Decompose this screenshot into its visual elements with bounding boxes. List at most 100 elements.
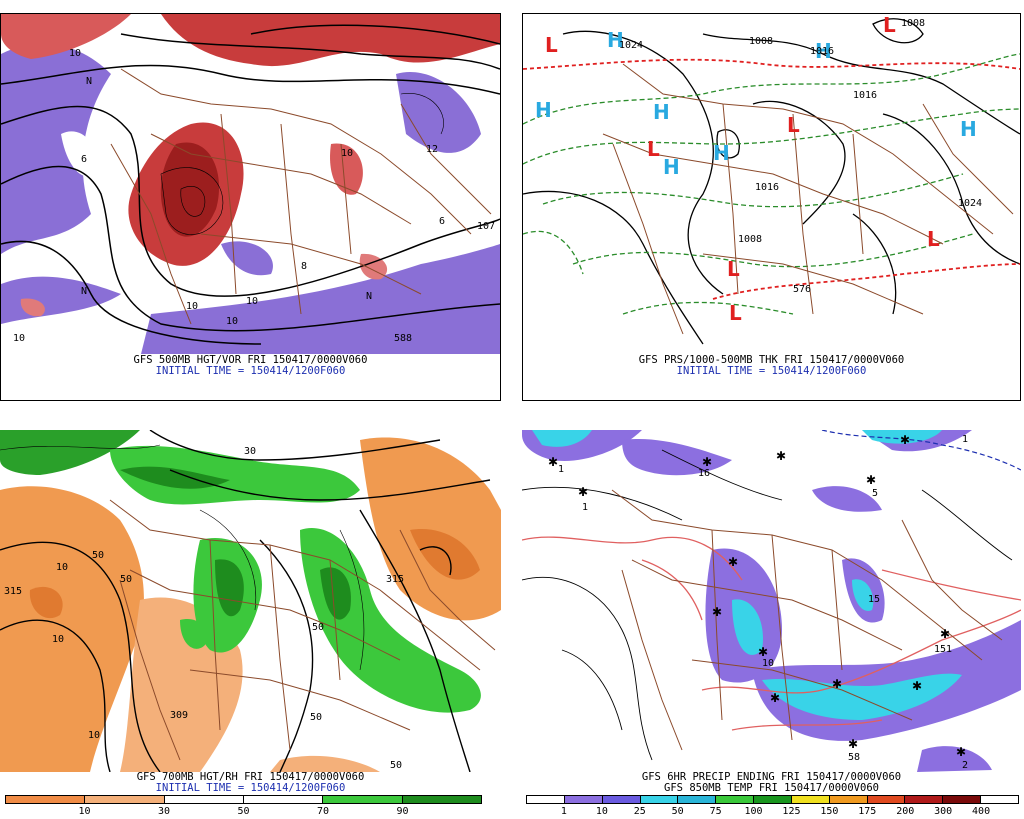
colorbar-tick: 10	[595, 806, 608, 817]
map-label: 50	[310, 712, 322, 723]
colorbar-tick: 175	[858, 806, 877, 817]
vorticity-map: 10 6 10 12 10 10 8 6 107 588 10 N N N 10	[1, 14, 500, 354]
map-label: 16	[698, 468, 710, 479]
colorbar-segment	[402, 796, 481, 803]
colorbar-tick: 400	[972, 806, 991, 817]
colorbar-segment	[6, 796, 86, 803]
station-marker: ✱	[956, 745, 966, 759]
colorbar-segment	[164, 796, 244, 803]
panel-surface-pressure-thickness: L H H H L H H L H L H L L L 1024 1008 10…	[522, 0, 1024, 402]
colorbar-segment	[678, 796, 717, 803]
low-symbol: L	[545, 33, 558, 57]
precip-colorbar-ticks: 1 10 25 50 75 100 125 150 175 200 300 400	[526, 806, 1019, 818]
station-marker: ✱	[776, 449, 786, 463]
low-symbol: L	[647, 137, 660, 161]
map-label: 50	[92, 550, 104, 561]
high-symbol: H	[653, 100, 670, 124]
colorbar-segment	[754, 796, 792, 803]
colorbar-tick: 125	[782, 806, 801, 817]
colorbar-tick: 25	[633, 806, 646, 817]
caption-init-time: INITIAL TIME = 150414/1200F060	[676, 365, 867, 377]
colorbar-tick: 50	[237, 806, 250, 817]
colorbar-segment	[564, 796, 603, 803]
panel-frame	[522, 13, 1021, 401]
map-label: 10	[246, 296, 258, 307]
station-marker: ✱	[848, 737, 858, 751]
colorbar-tick: 300	[934, 806, 953, 817]
map-label: 6	[81, 154, 87, 165]
colorbar-tick: 50	[671, 806, 684, 817]
map-label: 315	[386, 574, 404, 585]
isobar-label: 1008	[749, 36, 773, 47]
colorbar-tick: 10	[78, 806, 91, 817]
low-symbol: L	[883, 14, 896, 37]
map-label: 58	[848, 752, 860, 763]
low-symbol: L	[727, 257, 740, 281]
high-symbol: H	[960, 117, 977, 141]
isobar-label: 1024	[619, 40, 643, 51]
colorbar-segment	[85, 796, 165, 803]
map-label: 315	[4, 586, 22, 597]
map-label: 309	[170, 710, 188, 721]
map-label: 5	[872, 488, 878, 499]
panel-500mb-vorticity: 10 6 10 12 10 10 8 6 107 588 10 N N N 10…	[0, 0, 512, 402]
high-symbol: H	[713, 141, 730, 165]
map-label: 10	[88, 730, 100, 741]
map-label: 6	[439, 216, 445, 227]
station-marker: ✱	[758, 645, 768, 659]
station-marker: ✱	[770, 691, 780, 705]
panel-700mb-rh: 50 315 10 10 50 10 309 50 50 30 315 50 G…	[0, 430, 512, 819]
high-symbol: H	[663, 155, 680, 179]
colorbar-segment	[981, 796, 1018, 803]
colorbar-segment	[527, 796, 565, 803]
map-label: N	[81, 286, 87, 297]
high-symbol: H	[607, 28, 624, 52]
caption-product: GFS 6HR PRECIP ENDING FRI 150417/0000V06…	[641, 771, 902, 783]
isobar-label: 1016	[810, 46, 834, 57]
colorbar-segment	[602, 796, 641, 803]
station-marker: ✱	[548, 455, 558, 469]
colorbar-segment	[791, 796, 830, 803]
colorbar-segment	[867, 796, 906, 803]
map-label: 1	[582, 502, 588, 513]
map-label: 15	[868, 594, 880, 605]
colorbar-segment	[716, 796, 755, 803]
colorbar-tick: 90	[396, 806, 409, 817]
station-marker: ✱	[866, 473, 876, 487]
colorbar-tick: 100	[744, 806, 763, 817]
map-label: 12	[426, 144, 438, 155]
isobar-label: 1008	[901, 18, 925, 29]
colorbar-segment	[943, 796, 982, 803]
station-marker: ✱	[900, 433, 910, 447]
caption-product: GFS PRS/1000-500MB THK FRI 150417/0000V0…	[638, 354, 905, 366]
high-symbol: H	[815, 39, 832, 63]
rh-map: 50 315 10 10 50 10 309 50 50 30 315 50	[0, 430, 501, 772]
map-label: 10	[762, 658, 774, 669]
map-label: 50	[312, 622, 324, 633]
map-label: 10	[186, 301, 198, 312]
panel-precip-850mb-temp: ✱ ✱ ✱ ✱ ✱ ✱ ✱ ✱ ✱ ✱ ✱ ✱ ✱ ✱ ✱ 1 1 5 16	[522, 430, 1024, 819]
low-symbol: L	[787, 113, 800, 137]
map-label: 10	[52, 634, 64, 645]
low-symbol: L	[927, 227, 940, 251]
map-label: 10	[69, 48, 81, 59]
isobar-label: 1024	[958, 198, 982, 209]
map-label: 2	[962, 760, 968, 771]
station-marker: ✱	[702, 455, 712, 469]
caption-init-time: INITIAL TIME = 150414/1200F060	[155, 782, 346, 794]
station-marker: ✱	[712, 605, 722, 619]
caption-temp: GFS 850MB TEMP FRI 150417/0000V060	[664, 782, 879, 794]
map-label: 50	[390, 760, 402, 771]
map-label: 8	[301, 261, 307, 272]
map-label: 1	[962, 434, 968, 445]
precip-colorbar	[526, 795, 1019, 804]
isobar-label: 1016	[755, 182, 779, 193]
rh-colorbar-ticks: 10 30 50 70 90	[5, 806, 482, 818]
map-label: 10	[341, 148, 353, 159]
station-marker: ✱	[912, 679, 922, 693]
colorbar-segment	[243, 796, 324, 803]
pressure-map: L H H H L H H L H L H L L L 1024 1008 10…	[523, 14, 1020, 354]
station-marker: ✱	[728, 555, 738, 569]
map-label: 1	[558, 464, 564, 475]
isobar-label: 576	[793, 284, 811, 295]
